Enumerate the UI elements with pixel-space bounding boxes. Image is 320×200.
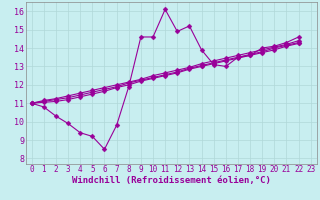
X-axis label: Windchill (Refroidissement éolien,°C): Windchill (Refroidissement éolien,°C) [72,176,271,185]
